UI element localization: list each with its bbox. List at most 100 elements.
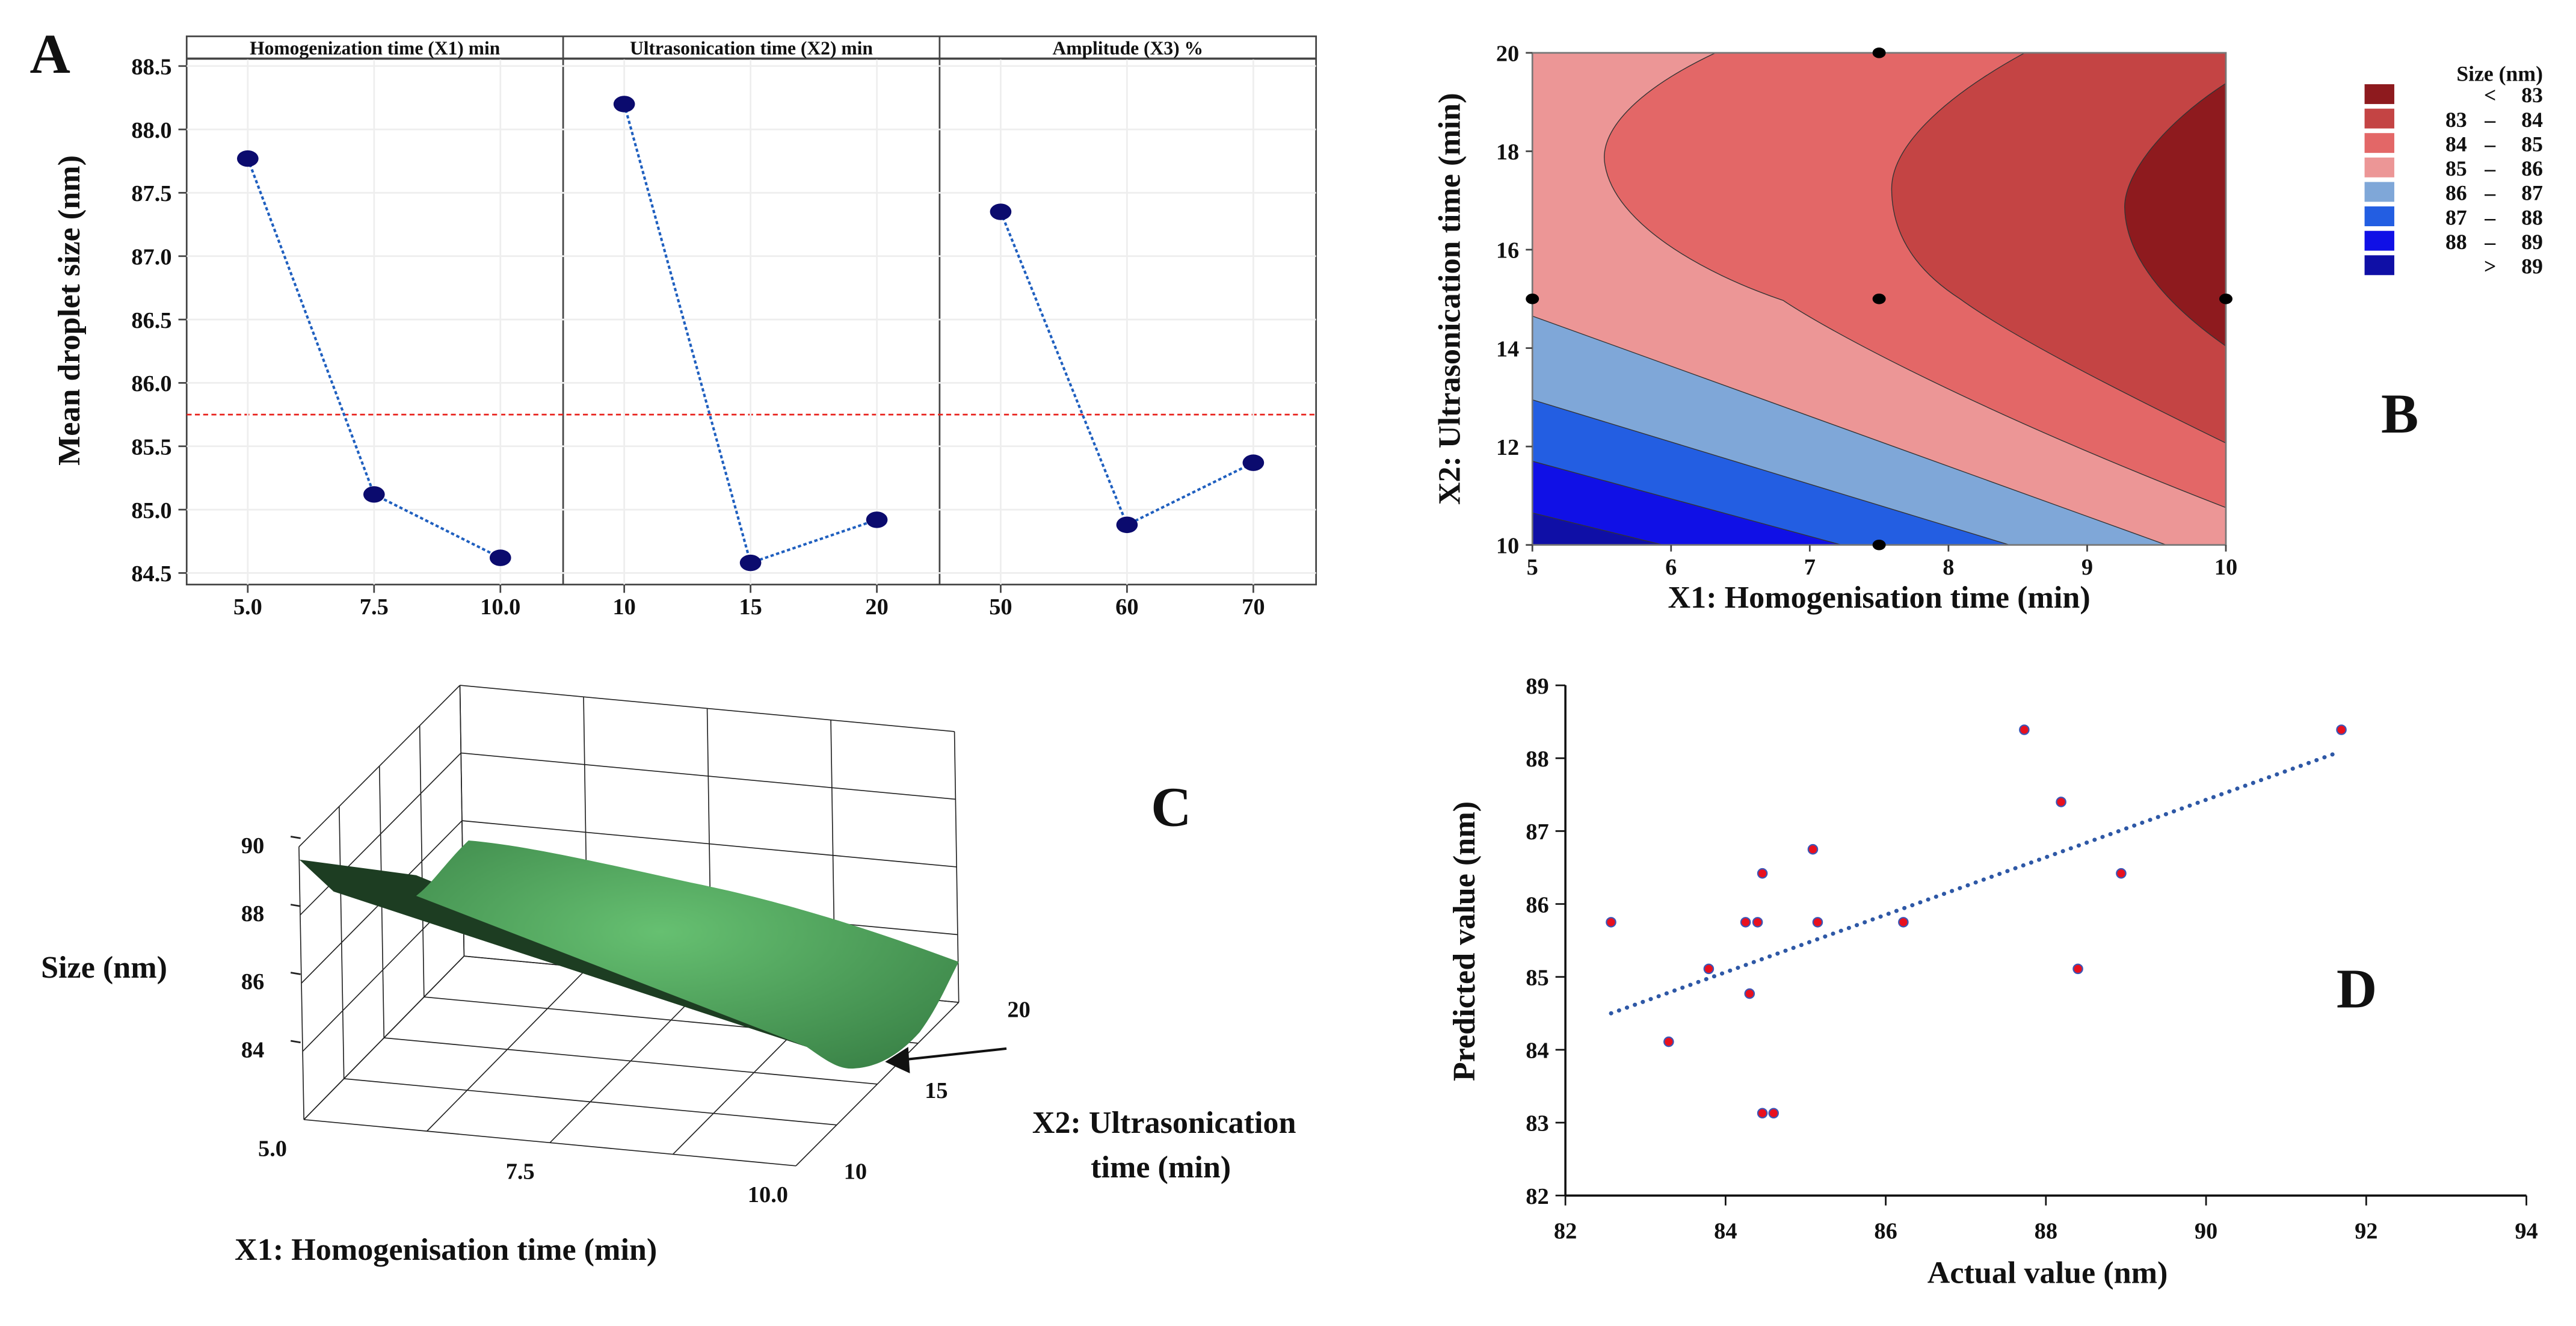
band-lt-83 [2124,82,2226,347]
legend-swatch [2364,108,2394,129]
legend-sep: – [2484,181,2496,205]
effect-point [866,511,888,528]
y-axis-label-line1: X2: Ultrasonication [1032,1106,1296,1140]
y-tick-label: 85.0 [131,498,171,523]
x-axis-label: X1: Homogenisation time (min) [235,1233,657,1267]
y-tick-label: 87.0 [131,244,171,270]
y-tick-label: 15 [925,1078,948,1103]
data-point [1744,988,1755,999]
legend-hi: 89 [2521,254,2543,279]
data-point [1703,963,1715,975]
legend-sep: – [2484,156,2496,180]
legend-sep: – [2484,205,2496,229]
legend-sep: – [2484,230,2496,254]
legend-swatch [2364,84,2394,104]
y-tick-label: 18 [1496,140,1519,165]
floor-gridline [795,1002,960,1167]
surface-underside [299,859,855,1069]
data-point [1606,917,1616,928]
effect-point [236,150,259,167]
x-tick-label: 7.5 [506,1159,535,1185]
legend-hi: 87 [2521,181,2543,205]
design-point [1872,294,1886,304]
x-tick-label: 10.0 [748,1182,788,1207]
trend-line [1609,750,2341,1016]
data-point [2116,868,2127,879]
z-axis-label: Size (nm) [41,951,167,985]
y-tick-label: 86.5 [131,308,171,333]
y-axis-label: Predicted value (nm) [1447,801,1482,1081]
legend-title: Size (nm) [2456,61,2543,85]
x-tick-label: 10 [612,594,635,620]
legend-hi: 86 [2521,156,2543,180]
y-tick-label: 84 [1526,1038,1548,1064]
design-point [2219,294,2232,304]
legend-hi: 89 [2521,230,2543,254]
panel-d-scatter: 82 84 86 88 90 92 94 82 83 84 85 86 87 88 89 Actual va… [1447,674,2538,1291]
side-wall-gridline [419,726,425,998]
legend-lo: 86 [2445,181,2467,205]
legend-hi: 84 [2521,108,2543,132]
y-tick-label: 10 [1496,533,1519,558]
z-tick [290,1040,301,1044]
z-tick-label: 86 [241,969,264,994]
x-tick-label: 10.0 [480,594,520,620]
x-tick-label: 20 [865,594,888,620]
data-point [1898,917,1909,928]
x-tick-label: 88 [2035,1219,2057,1244]
x-tick-label: 9 [2081,555,2093,580]
y-tick-label: 86 [1526,892,1548,917]
x-tick-label: 7 [1804,555,1816,580]
data-point [1812,917,1823,928]
x-tick-label: 5 [1527,555,1538,580]
legend-sep: < [2484,83,2496,107]
back-wall-gridline [461,820,957,868]
effect-point [489,549,511,566]
x-tick-label: 60 [1115,594,1138,620]
y-tick-label: 88 [1526,747,1548,772]
arrow-head-icon [885,1047,910,1074]
effect-point [990,203,1012,220]
x-tick-label: 10 [2214,555,2237,580]
legend-swatch [2364,230,2394,251]
panel-label-b: B [2381,383,2418,445]
panel-label-a: A [30,23,70,85]
panel-a-main-effects: A Homogenization time (X1) min Ultrasoni… [30,23,1317,620]
response-surface [416,840,959,1069]
y-tick-label: 20 [1007,998,1030,1023]
x-tick-label: 82 [1554,1219,1577,1244]
legend-sep: – [2484,108,2496,132]
y-tick-label: 10 [844,1159,867,1185]
effect-point [739,554,762,572]
y-tick-label: 84.5 [131,561,171,587]
contour-bands [1532,52,2226,545]
z-tick [290,904,301,907]
x-axis-label: X1: Homogenisation time (min) [1668,581,2091,615]
legend-lo: 87 [2445,205,2467,229]
y-tick-label: 88.5 [131,55,171,80]
design-point [1872,48,1886,58]
y-tick-label: 85 [1526,965,1548,990]
y-tick-label: 83 [1526,1111,1548,1136]
y-tick-label: 16 [1496,238,1519,264]
back-wall-gridline [954,731,960,1003]
legend-hi: 88 [2521,205,2543,229]
effect-point [363,486,385,503]
legend-hi: 83 [2521,83,2543,107]
y-axis-label: X2: Ultrasonication time (min) [1432,93,1467,505]
legend-sep: > [2484,254,2496,279]
floor-gridline [384,1037,878,1085]
legend-swatch [2364,182,2394,202]
data-point [1807,843,1819,855]
x-tick-label: 8 [1943,555,1954,580]
data-point [2336,724,2347,735]
y-tick-label: 86.0 [131,371,171,396]
panel-label-c: C [1151,776,1191,838]
y-tick-label: 20 [1496,42,1519,67]
x-tick-label: 94 [2515,1219,2537,1244]
z-tick-label: 88 [241,901,264,927]
x-tick-label: 5.0 [233,594,262,620]
